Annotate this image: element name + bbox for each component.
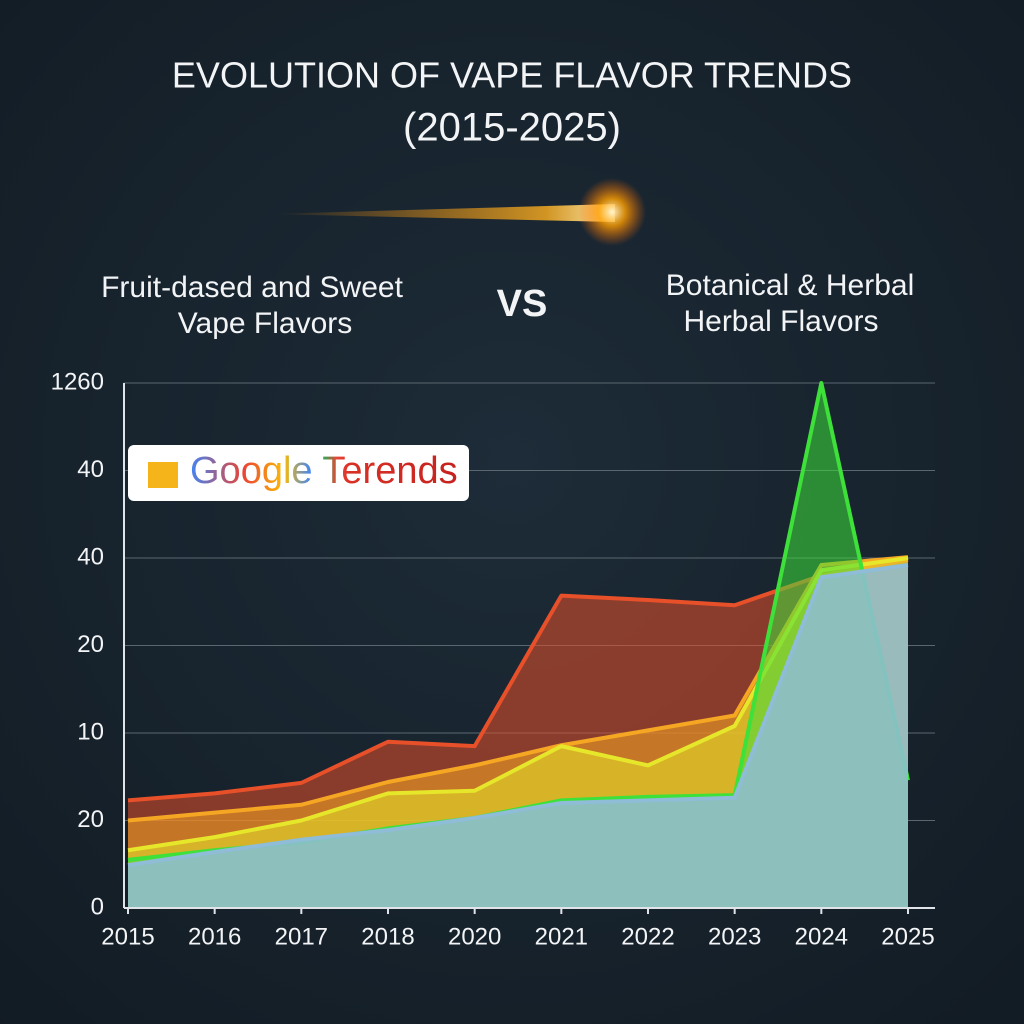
y-tick-label: 40 [77, 456, 104, 483]
y-tick-label: 1260 [51, 368, 104, 395]
comet [270, 178, 646, 246]
x-tick-label: 2023 [708, 923, 761, 950]
chart-title: EVOLUTION OF VAPE FLAVOR TRENDS [172, 55, 852, 96]
x-tick-label: 2022 [621, 923, 674, 950]
comet-tail [270, 204, 615, 222]
area [128, 565, 908, 908]
plot: 0 20 10 20 40 40 1260 2015 2016 2017 2018 2020 2021 2… [51, 368, 935, 950]
subtitle: Vape Flavors [178, 307, 353, 340]
subtitle: Botanical & Herbal [666, 269, 914, 302]
y-tick-label: 10 [77, 718, 104, 745]
subtitle: Fruit-dased and Sweet [101, 271, 403, 304]
x-tick-label: 2018 [361, 923, 414, 950]
badge-text: Google Terends [190, 450, 458, 492]
versus: VS [497, 283, 548, 325]
line [127, 563, 909, 868]
x-tick-label: 2016 [188, 923, 241, 950]
x-tick-label: 2017 [275, 923, 328, 950]
y-tick-label: 0 [91, 893, 104, 920]
x-tick-label: 2021 [535, 923, 588, 950]
y-tick-label: 20 [77, 806, 104, 833]
subtitle: Herbal Flavors [683, 305, 878, 338]
x-tick-label: 2024 [795, 923, 848, 950]
y-tick-label: 40 [77, 543, 104, 570]
y-tick-label: 20 [77, 631, 104, 658]
badge: Google Terends [128, 445, 469, 501]
badge-box [128, 445, 469, 501]
comet-head [578, 178, 646, 246]
x-tick-label: 2020 [448, 923, 501, 950]
x-tick-label: 2015 [101, 923, 154, 950]
x-tick-label: 2025 [881, 923, 934, 950]
badge-icon [148, 462, 178, 488]
chart-title: (2015-2025) [403, 106, 621, 150]
